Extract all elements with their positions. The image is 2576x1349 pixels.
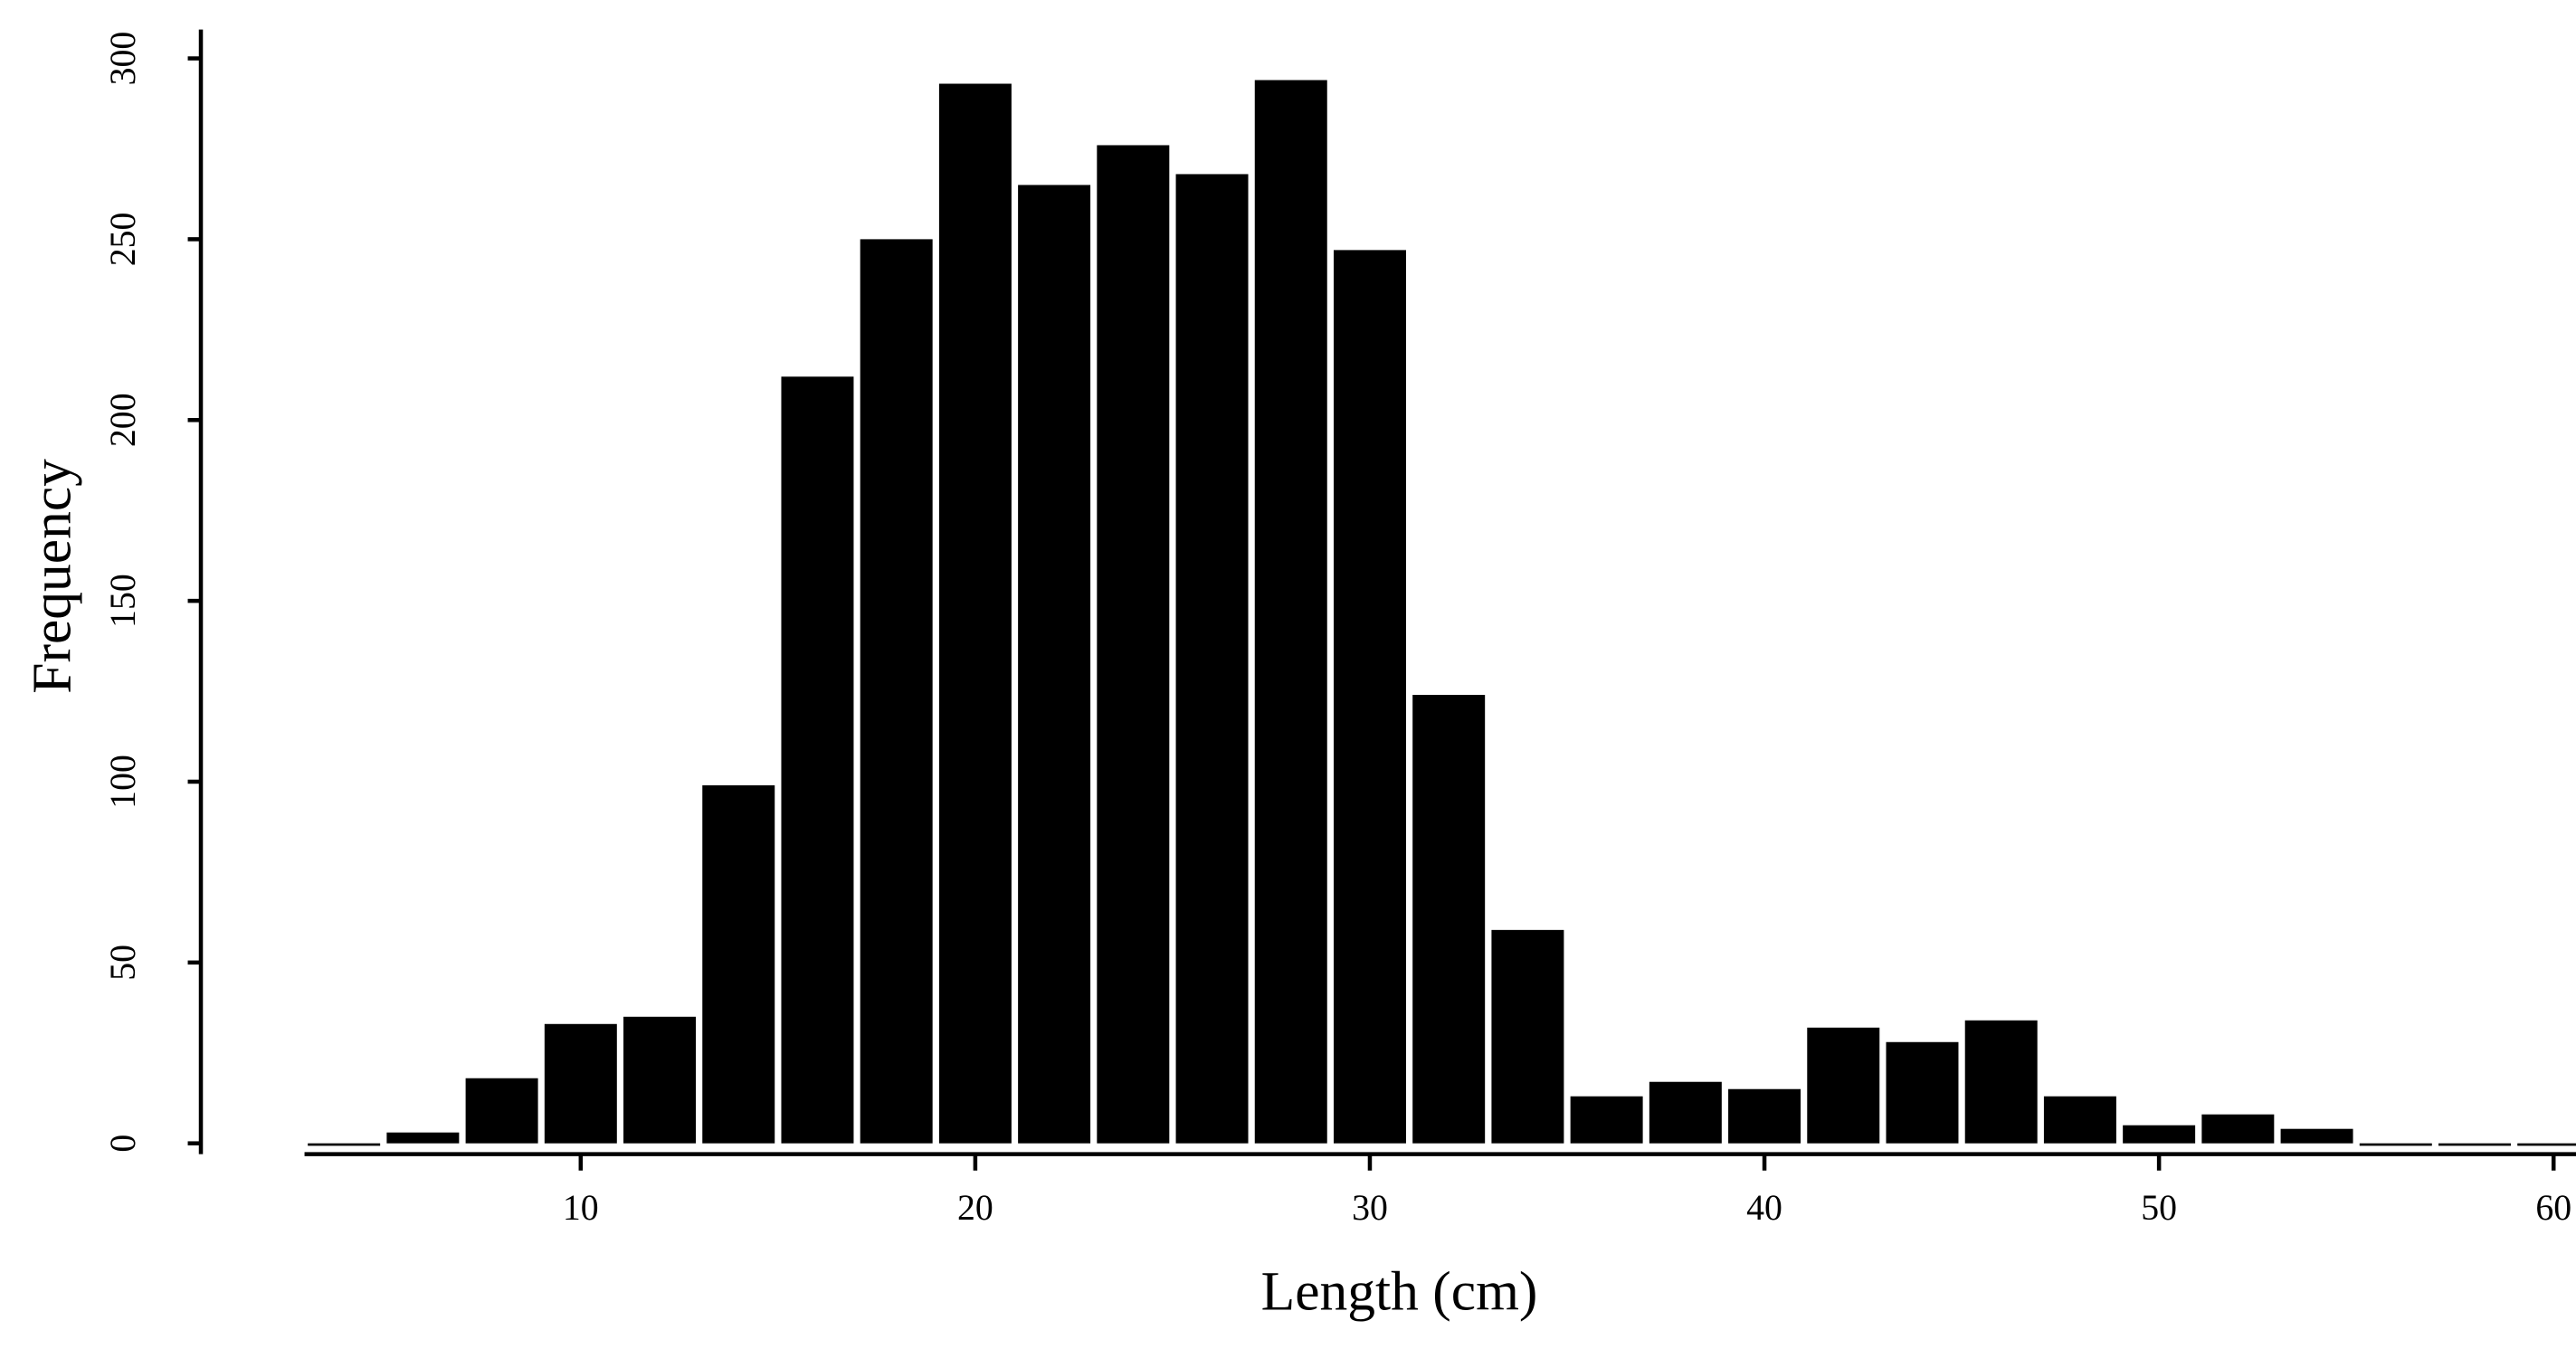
bar xyxy=(1491,929,1564,1144)
y-tick-label: 300 xyxy=(103,32,143,86)
y-tick-label: 100 xyxy=(103,755,143,809)
y-tick-label: 50 xyxy=(103,945,143,981)
bar xyxy=(1333,250,1406,1144)
bar xyxy=(860,239,933,1144)
bar xyxy=(465,1078,538,1144)
y-axis-label: Frequency xyxy=(21,459,82,694)
bar xyxy=(1728,1088,1801,1144)
bar xyxy=(2438,1143,2511,1146)
bar xyxy=(2043,1096,2116,1144)
x-tick-label: 60 xyxy=(2535,1188,2571,1228)
x-tick-label: 30 xyxy=(1352,1188,1388,1228)
x-tick-label: 50 xyxy=(2141,1188,2177,1228)
bar xyxy=(1175,174,1249,1144)
y-tick-label: 0 xyxy=(103,1135,143,1153)
bar xyxy=(702,784,775,1144)
bar xyxy=(1412,695,1486,1144)
bar xyxy=(1964,1020,2038,1144)
bar xyxy=(544,1023,617,1144)
bar xyxy=(938,83,1012,1144)
x-axis-label: Length (cm) xyxy=(1261,1261,1538,1323)
bar xyxy=(386,1132,460,1144)
x-tick-label: 20 xyxy=(957,1188,993,1228)
bar xyxy=(1807,1027,1880,1144)
y-tick-label: 250 xyxy=(103,213,143,267)
bar xyxy=(308,1143,381,1146)
bar xyxy=(1649,1081,1722,1144)
bar xyxy=(2201,1114,2275,1144)
x-tick-label: 10 xyxy=(563,1188,599,1228)
x-tick-label: 40 xyxy=(1746,1188,1782,1228)
y-tick-label: 150 xyxy=(103,574,143,628)
bar xyxy=(1097,145,1170,1144)
bar xyxy=(781,376,854,1144)
bar xyxy=(2359,1143,2432,1146)
bar xyxy=(1570,1096,1643,1144)
bar xyxy=(1018,185,1091,1144)
y-tick-label: 200 xyxy=(103,393,143,447)
bar xyxy=(2123,1125,2196,1144)
bar xyxy=(623,1016,697,1144)
bar xyxy=(1254,80,1327,1144)
bar xyxy=(2280,1128,2353,1144)
bar xyxy=(2517,1143,2576,1146)
bar xyxy=(1886,1041,1959,1144)
